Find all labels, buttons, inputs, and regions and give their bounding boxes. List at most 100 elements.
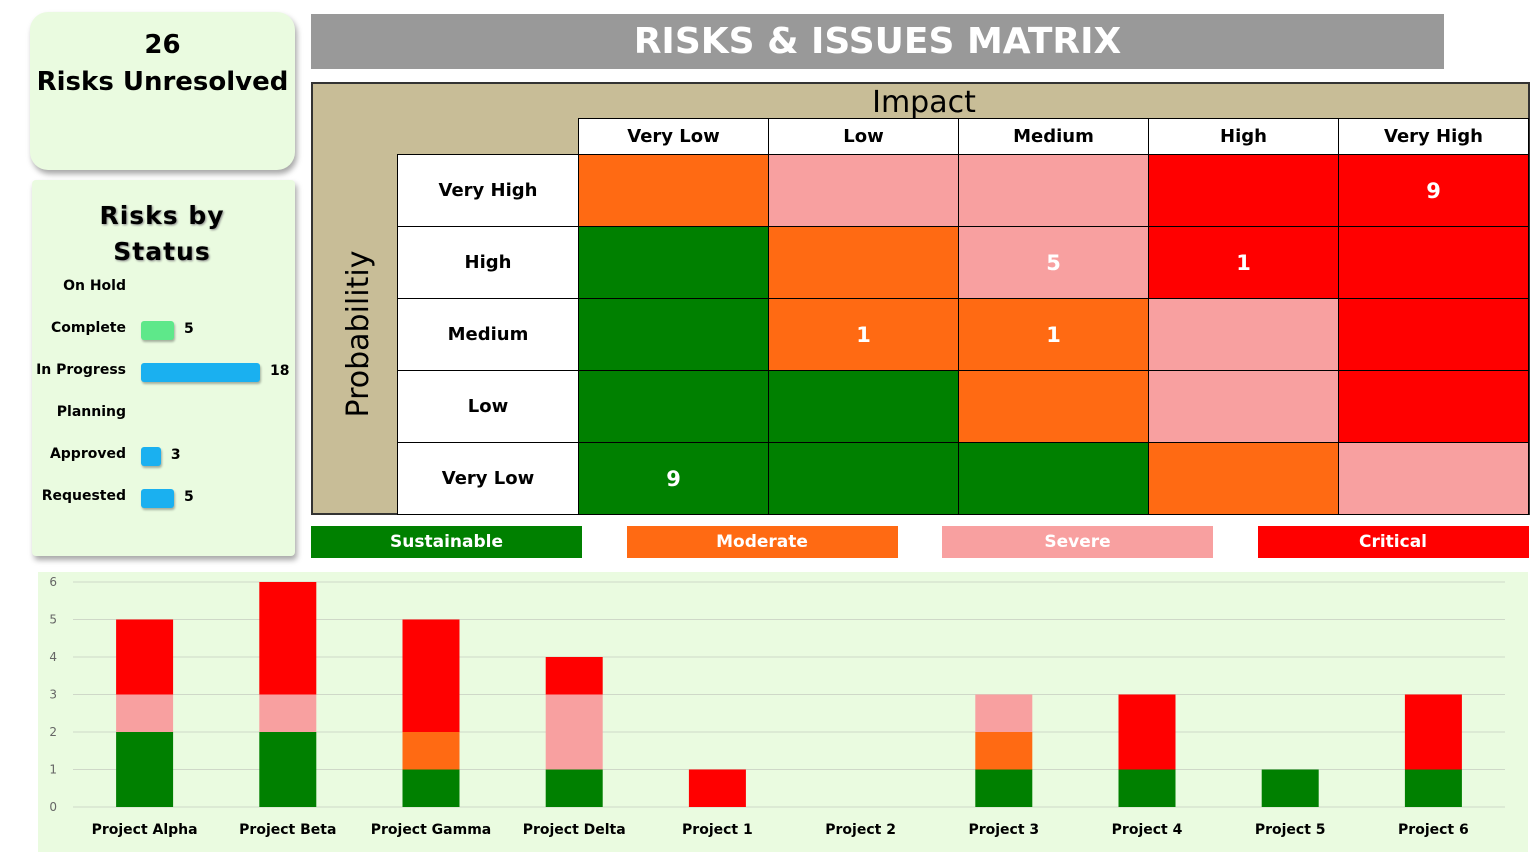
matrix-cell (578, 226, 769, 299)
bar-segment (975, 694, 1033, 732)
status-value: 3 (170, 447, 181, 463)
bar-segment (116, 694, 174, 732)
row-header: Medium (397, 298, 579, 371)
matrix-cell: 5 (958, 226, 1149, 299)
matrix-cell (1148, 442, 1339, 515)
matrix-cell (958, 370, 1149, 443)
row-header: Low (397, 370, 579, 443)
matrix-cell (1148, 154, 1339, 227)
y-tick-label: 1 (49, 763, 57, 777)
matrix-cell (578, 298, 769, 371)
row-header: High (397, 226, 579, 299)
kpi-card: 26 Risks Unresolved (30, 12, 295, 170)
x-tick-label: Project Gamma (371, 822, 492, 838)
status-label: Planning (56, 404, 126, 420)
kpi-value: 26 (144, 30, 181, 60)
bar-segment (1404, 769, 1462, 807)
status-label: Requested (41, 488, 126, 504)
matrix-title: RISKS & ISSUES MATRIX (311, 14, 1444, 69)
x-tick-label: Project 3 (968, 822, 1039, 838)
status-label: On Hold (63, 278, 126, 294)
matrix-cell: 1 (958, 298, 1149, 371)
matrix-cell (958, 442, 1149, 515)
matrix-cell (768, 226, 959, 299)
y-tick-label: 4 (49, 650, 57, 664)
matrix-cell (1338, 226, 1529, 299)
y-tick-label: 2 (49, 725, 57, 739)
bar-segment (688, 769, 746, 807)
x-tick-label: Project Beta (239, 822, 336, 838)
column-header: High (1148, 118, 1339, 155)
bar-segment (545, 657, 603, 695)
matrix-cell (578, 370, 769, 443)
x-tick-label: Project 1 (682, 822, 753, 838)
probability-label: Probabilitiy (340, 250, 376, 418)
bar-segment (402, 619, 460, 732)
bar-segment (1118, 769, 1176, 807)
status-bar (141, 489, 175, 508)
matrix-legend: Sustainable Moderate Severe Critical (311, 526, 1530, 558)
matrix-cell (578, 154, 769, 227)
bar-segment (116, 619, 174, 695)
y-tick-label: 3 (49, 688, 57, 702)
bar-segment (1404, 694, 1462, 770)
matrix-cell: 1 (768, 298, 959, 371)
matrix-cell: 9 (578, 442, 769, 515)
row-header: Very Low (397, 442, 579, 515)
cell-value: 1 (1236, 250, 1251, 275)
matrix-cell (768, 154, 959, 227)
status-label: In Progress (36, 362, 126, 378)
y-tick-label: 6 (49, 575, 57, 589)
status-bar (141, 321, 175, 340)
status-title: Risks by Status (99, 201, 225, 266)
legend-item: Moderate (626, 526, 898, 558)
column-header: Very Low (578, 118, 769, 155)
status-value: 5 (184, 321, 194, 337)
status-bar (141, 447, 161, 466)
bar-segment (116, 732, 174, 807)
matrix-cell: 1 (1148, 226, 1339, 299)
matrix-cell (1148, 370, 1339, 443)
status-label: Approved (49, 446, 126, 462)
legend-item: Critical (1257, 526, 1529, 558)
bar-segment (259, 732, 317, 807)
matrix: Impact Probabilitiy Very Low Low Medium Hig… (311, 82, 1530, 515)
cell-value: 5 (1046, 250, 1061, 275)
status-value: 18 (270, 363, 290, 379)
status-bar (141, 363, 260, 382)
matrix-cell (1148, 298, 1339, 371)
matrix-cell (768, 442, 959, 515)
bar-segment (975, 732, 1033, 770)
row-header: Very High (397, 154, 579, 227)
x-tick-label: Project 6 (1398, 822, 1469, 838)
kpi-label: Risks Unresolved (36, 67, 289, 97)
bar-segment (975, 769, 1033, 807)
matrix-cell: 9 (1338, 154, 1529, 227)
bar-segment (1118, 694, 1176, 770)
status-value: 5 (184, 489, 194, 505)
column-header: Medium (958, 118, 1149, 155)
status-card: Risks by Status On Hold Complete 5 In Progr… (32, 180, 295, 556)
bar-segment (545, 769, 603, 807)
bar-segment (1261, 769, 1319, 807)
y-tick-label: 5 (49, 613, 57, 627)
x-tick-label: Project 4 (1112, 822, 1183, 838)
column-header: Low (768, 118, 959, 155)
legend-item: Severe (942, 526, 1213, 558)
cell-value: 9 (666, 466, 681, 491)
cell-value: 1 (856, 322, 871, 347)
x-tick-label: Project 5 (1255, 822, 1326, 838)
bar-segment (402, 732, 460, 770)
matrix-cell (1338, 370, 1529, 443)
column-header: Very High (1338, 118, 1529, 155)
bar-segment (259, 582, 317, 695)
x-tick-label: Project 2 (825, 822, 896, 838)
cell-value: 1 (1046, 322, 1061, 347)
x-tick-label: Project Alpha (92, 822, 198, 838)
cell-value: 9 (1426, 178, 1441, 203)
project-chart: 0 1 2 3 4 5 6 Project Alpha Project Beta Project … (38, 572, 1528, 852)
matrix-cell (958, 154, 1149, 227)
matrix-cell (768, 370, 959, 443)
impact-label: Impact (872, 84, 976, 120)
